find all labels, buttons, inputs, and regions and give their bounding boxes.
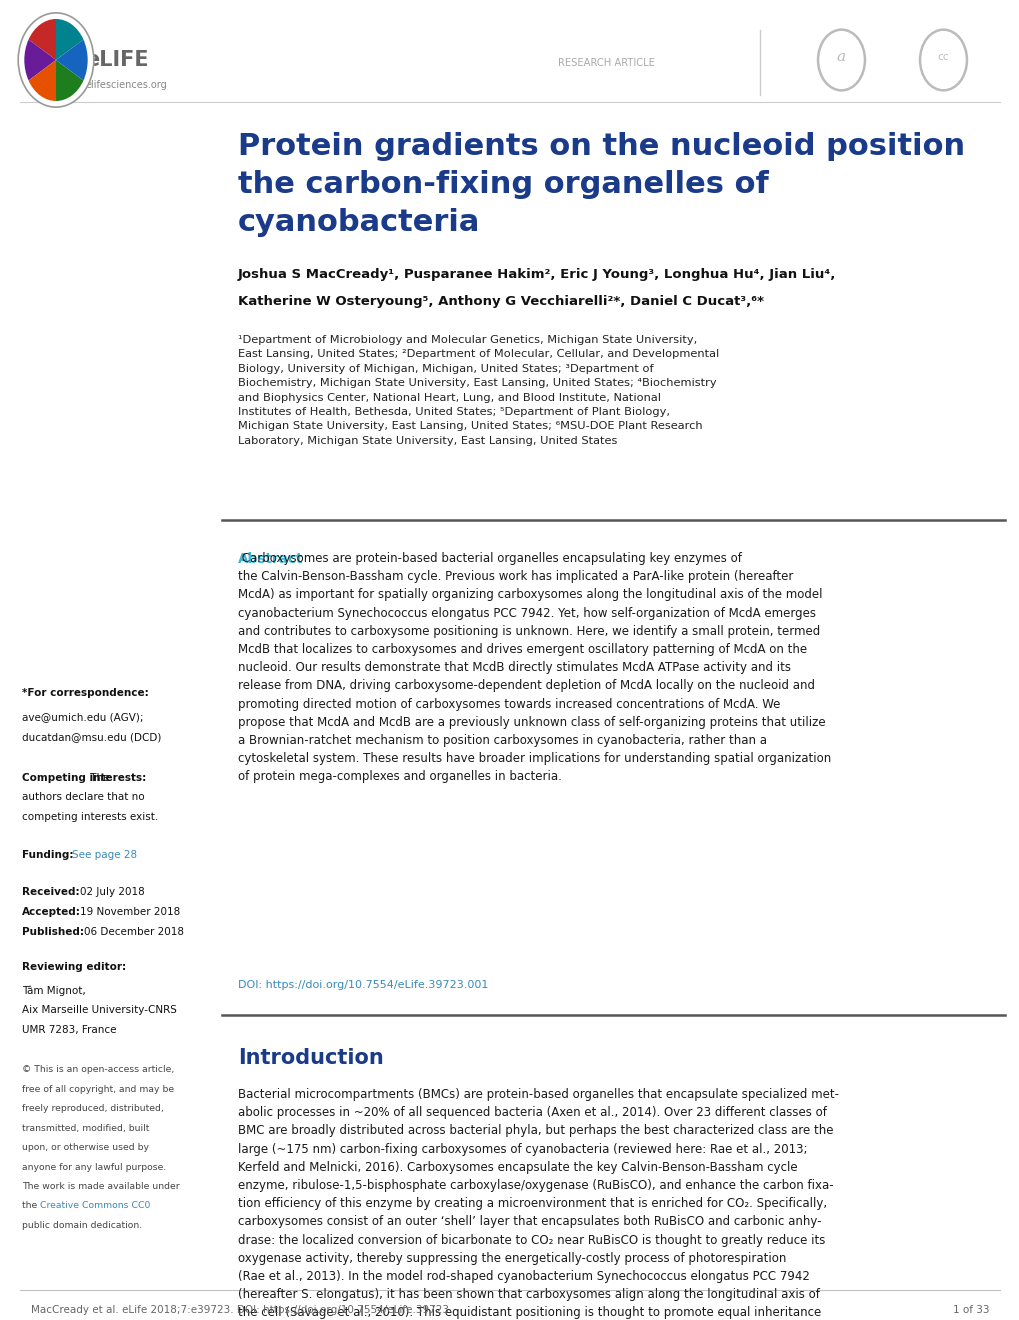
Text: See page 28: See page 28	[72, 850, 137, 861]
Text: MacCready et al. eLife 2018;7:e39723. DOI: https://doi.org/10.7554/eLife.39723: MacCready et al. eLife 2018;7:e39723. DO…	[31, 1305, 448, 1315]
Text: Creative Commons CC0: Creative Commons CC0	[40, 1201, 150, 1210]
Text: freely reproduced, distributed,: freely reproduced, distributed,	[22, 1104, 164, 1113]
Text: 02 July 2018: 02 July 2018	[79, 887, 145, 898]
Wedge shape	[24, 40, 56, 81]
Text: Abstract: Abstract	[237, 552, 304, 566]
Text: transmitted, modified, built: transmitted, modified, built	[22, 1123, 149, 1133]
Text: ave@umich.edu (AGV);: ave@umich.edu (AGV);	[22, 711, 144, 722]
Text: free of all copyright, and may be: free of all copyright, and may be	[22, 1085, 174, 1093]
Text: Introduction: Introduction	[237, 1048, 383, 1068]
Text: the: the	[22, 1201, 40, 1210]
Text: Aix Marseille University-CNRS: Aix Marseille University-CNRS	[22, 1005, 176, 1015]
Text: UMR 7283, France: UMR 7283, France	[22, 1026, 116, 1035]
Text: anyone for any lawful purpose.: anyone for any lawful purpose.	[22, 1163, 166, 1172]
Text: eLIFE: eLIFE	[85, 50, 149, 70]
Text: a: a	[837, 50, 845, 63]
Text: elifesciences.org: elifesciences.org	[85, 81, 166, 90]
Text: Tâm Mignot,: Tâm Mignot,	[22, 985, 86, 995]
Text: 1 of 33: 1 of 33	[952, 1305, 988, 1315]
Ellipse shape	[18, 13, 94, 107]
Wedge shape	[29, 59, 56, 102]
Text: Competing interests:: Competing interests:	[22, 774, 146, 783]
Text: Published:: Published:	[22, 927, 84, 937]
Wedge shape	[56, 18, 84, 59]
Text: Reviewing editor:: Reviewing editor:	[22, 962, 126, 972]
Text: 06 December 2018: 06 December 2018	[84, 927, 183, 937]
Text: 19 November 2018: 19 November 2018	[79, 907, 180, 917]
Text: Accepted:: Accepted:	[22, 907, 81, 917]
Text: Joshua S MacCready¹, Pusparanee Hakim², Eric J Young³, Longhua Hu⁴, Jian Liu⁴,: Joshua S MacCready¹, Pusparanee Hakim², …	[237, 268, 836, 281]
Text: Funding:: Funding:	[22, 850, 73, 861]
Wedge shape	[56, 59, 84, 102]
Text: Katherine W Osteryoung⁵, Anthony G Vecchiarelli²*, Daniel C Ducat³,⁶*: Katherine W Osteryoung⁵, Anthony G Vecch…	[237, 294, 763, 308]
Text: upon, or otherwise used by: upon, or otherwise used by	[22, 1143, 149, 1152]
Text: Bacterial microcompartments (BMCs) are protein-based organelles that encapsulate: Bacterial microcompartments (BMCs) are p…	[237, 1088, 839, 1320]
Text: ¹Department of Microbiology and Molecular Genetics, Michigan State University,
E: ¹Department of Microbiology and Molecula…	[237, 335, 718, 446]
Text: Received:: Received:	[22, 887, 79, 898]
Text: © This is an open-access article,: © This is an open-access article,	[22, 1065, 174, 1074]
Text: cc: cc	[936, 51, 949, 62]
Wedge shape	[29, 18, 56, 59]
Text: public domain dedication.: public domain dedication.	[22, 1221, 142, 1230]
Wedge shape	[56, 40, 88, 81]
Text: cyanobacteria: cyanobacteria	[237, 209, 480, 238]
Text: *For correspondence:: *For correspondence:	[22, 688, 149, 698]
Text: RESEARCH ARTICLE: RESEARCH ARTICLE	[558, 58, 654, 69]
Text: Protein gradients on the nucleoid position: Protein gradients on the nucleoid positi…	[237, 132, 964, 161]
Text: the carbon-fixing organelles of: the carbon-fixing organelles of	[237, 170, 768, 199]
Text: competing interests exist.: competing interests exist.	[22, 812, 158, 822]
Text: The work is made available under: The work is made available under	[22, 1181, 179, 1191]
Text: The: The	[22, 774, 109, 783]
Text: ducatdan@msu.edu (DCD): ducatdan@msu.edu (DCD)	[22, 733, 161, 742]
Text: authors declare that no: authors declare that no	[22, 792, 145, 803]
Text: Carboxysomes are protein-based bacterial organelles encapsulating key enzymes of: Carboxysomes are protein-based bacterial…	[237, 552, 830, 783]
Text: DOI: https://doi.org/10.7554/eLife.39723.001: DOI: https://doi.org/10.7554/eLife.39723…	[237, 979, 488, 990]
